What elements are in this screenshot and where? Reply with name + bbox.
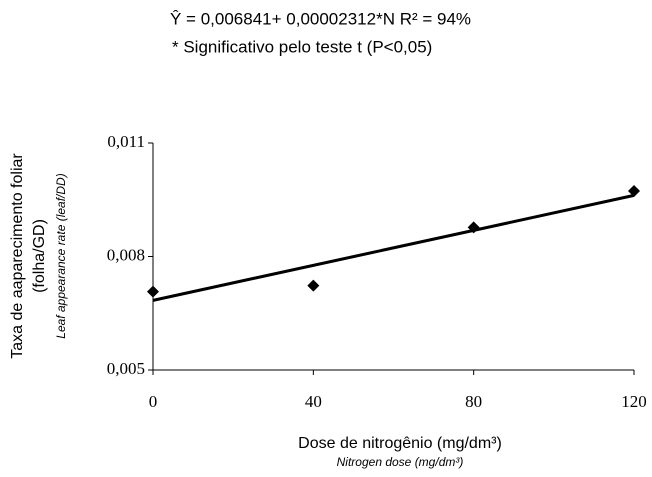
x-tick-label: 120 xyxy=(621,392,647,411)
x-tick-label: 80 xyxy=(465,392,482,411)
equation: Ŷ = 0,006841+ 0,00002312*N R² = 94% xyxy=(170,9,471,28)
point xyxy=(628,185,640,198)
x-tick-label: 40 xyxy=(305,392,322,411)
x-axis-label-en: Nitrogen dose (mg/dm³) xyxy=(337,455,464,469)
x-tick-label: 0 xyxy=(149,392,158,411)
trendline xyxy=(152,193,635,302)
y-tick-label: 0,011 xyxy=(107,132,145,151)
y-axis-label: (folha/GD) xyxy=(31,219,48,293)
y-axis-label: Taxa de aaparecimento foliar xyxy=(9,153,26,359)
point xyxy=(307,279,320,292)
y-tick-label: 0,005 xyxy=(107,359,145,378)
point xyxy=(147,285,159,298)
y-axis-label-en: Leaf appearance rate (leaf/DD) xyxy=(54,173,68,338)
y-tick-label: 0,008 xyxy=(107,245,145,264)
point xyxy=(467,221,480,234)
x-axis-label: Dose de nitrogênio (mg/dm³) xyxy=(298,435,502,452)
note: * Significativo pelo teste t (P<0,05) xyxy=(172,37,432,56)
